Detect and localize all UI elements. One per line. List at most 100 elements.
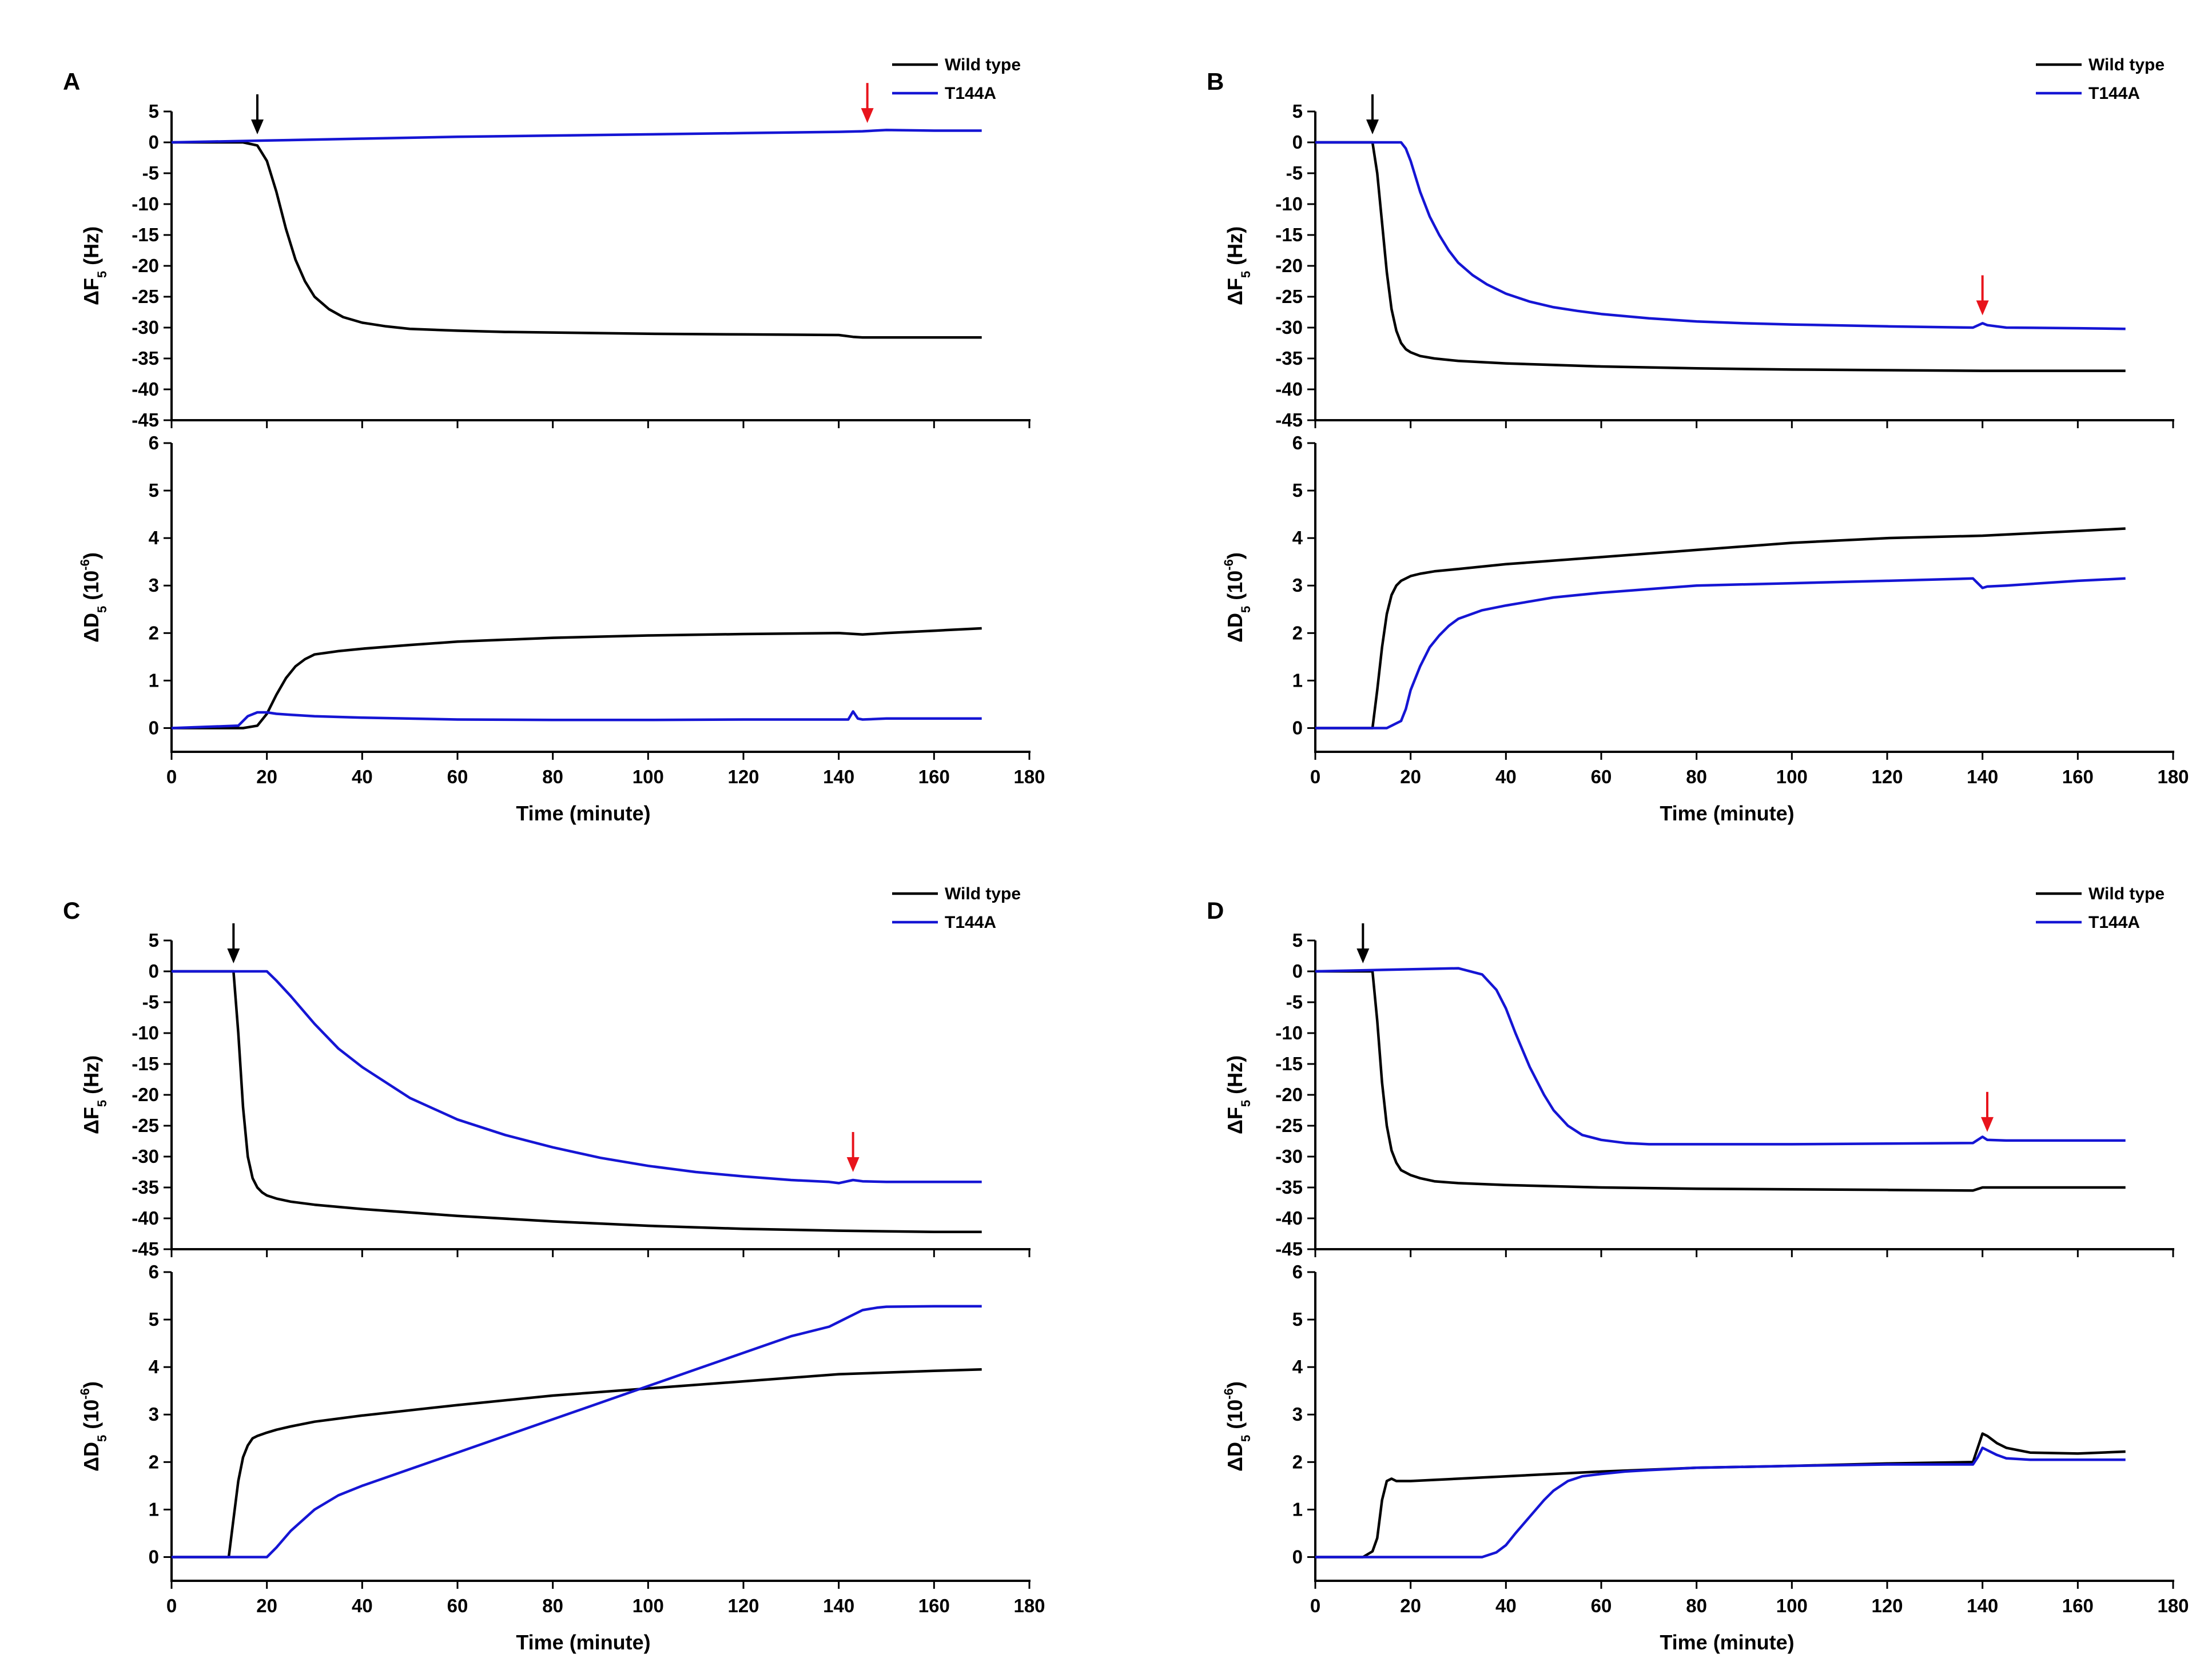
x-tick-label: 100 <box>632 766 664 787</box>
x-axis-title: Time (minute) <box>516 802 650 825</box>
x-tick-label: 140 <box>1967 1595 1998 1616</box>
legend: Wild type T144A <box>2036 55 2165 103</box>
bottom-y-axis-title: ΔD5 (10-6) <box>78 552 109 643</box>
legend: Wild type T144A <box>2036 884 2165 932</box>
top-y-tick-label: -10 <box>132 1022 159 1043</box>
legend: Wild type T144A <box>892 55 1021 103</box>
bottom-y-tick-label: 4 <box>149 1356 160 1377</box>
panel-a: A 5 0 -5 -10 -15 -20 -25 -30 -35 -40 -45 ΔF5 (Hz) 6 5 4… <box>63 55 1045 825</box>
top-y-tick-label: -45 <box>1275 1238 1303 1260</box>
x-tick-label: 60 <box>447 766 468 787</box>
x-axis-title: Time (minute) <box>1660 802 1794 825</box>
top-y-axis-title: ΔF5 (Hz) <box>79 1055 109 1134</box>
panel-b: B 5 0 -5 -10 -15 -20 -25 -30 -35 -40 -45 ΔF5 (Hz) 6 5 4… <box>1207 55 2189 825</box>
x-tick-label: 160 <box>918 766 950 787</box>
top-y-axis-title: ΔF5 (Hz) <box>1223 226 1253 305</box>
bottom-y-tick-label: 6 <box>149 432 159 453</box>
legend-label-0: Wild type <box>945 884 1021 903</box>
bottom-y-tick-label: 1 <box>1292 1498 1303 1520</box>
top-y-tick-label: -15 <box>1275 224 1303 245</box>
top-series-t144a <box>1315 967 2126 1146</box>
top-y-tick-label: -25 <box>1275 1115 1303 1136</box>
top-y-tick-label: -35 <box>132 348 159 369</box>
top-y-tick-label: -45 <box>132 1238 159 1260</box>
top-y-tick-label: -25 <box>132 286 159 307</box>
x-tick-label: 20 <box>1400 766 1421 787</box>
top-y-tick-label: 0 <box>1292 131 1303 153</box>
top-series-wild-type <box>172 141 982 339</box>
top-y-tick-label: 0 <box>149 960 159 982</box>
bottom-y-tick-label: 6 <box>149 1261 159 1282</box>
x-tick-label: 100 <box>1776 766 1808 787</box>
top-y-tick-label: -45 <box>132 409 159 431</box>
top-y-tick-label: -10 <box>132 193 159 214</box>
top-y-axis-title: ΔF5 (Hz) <box>79 226 109 305</box>
x-tick-label: 60 <box>447 1595 468 1616</box>
x-tick-label: 0 <box>1310 766 1320 787</box>
bottom-y-tick-label: 3 <box>149 575 159 596</box>
top-y-tick-label: -20 <box>132 255 159 276</box>
bottom-y-tick-label: 3 <box>149 1404 159 1425</box>
top-y-tick-label: -15 <box>132 1053 159 1074</box>
bottom-y-tick-label: 3 <box>1292 575 1303 596</box>
legend-label-1: T144A <box>2088 913 2140 932</box>
x-tick-label: 20 <box>256 1595 277 1616</box>
top-y-tick-label: -35 <box>1275 348 1303 369</box>
bottom-series-t144a <box>172 1305 982 1559</box>
x-tick-label: 120 <box>1871 1595 1903 1616</box>
red-arrow-head <box>861 108 874 123</box>
top-y-tick-label: -15 <box>1275 1053 1303 1074</box>
black-arrow-head <box>227 948 240 963</box>
panel-letter: A <box>63 68 80 95</box>
x-tick-label: 40 <box>1495 766 1517 787</box>
bottom-y-tick-label: 5 <box>1292 480 1303 501</box>
x-axis-title: Time (minute) <box>1660 1631 1794 1654</box>
x-tick-label: 140 <box>1967 766 1998 787</box>
bottom-y-tick-label: 5 <box>149 1309 159 1330</box>
bottom-series-wild-type <box>172 1368 982 1559</box>
bottom-y-tick-label: 2 <box>1292 622 1303 643</box>
panel-letter: D <box>1207 897 1224 924</box>
panel-c: C 5 0 -5 -10 -15 -20 -25 -30 -35 -40 -45 ΔF5 (Hz) 6 5 4… <box>63 884 1045 1654</box>
top-y-tick-label: -35 <box>132 1177 159 1198</box>
legend-label-0: Wild type <box>945 55 1021 74</box>
x-tick-label: 0 <box>166 766 177 787</box>
bottom-y-axis-title: ΔD5 (10-6) <box>1222 552 1253 643</box>
top-y-tick-label: -5 <box>142 162 159 184</box>
top-y-tick-label: 0 <box>149 131 159 153</box>
bottom-y-tick-label: 0 <box>149 717 159 738</box>
legend-label-1: T144A <box>945 84 996 103</box>
top-series-wild-type <box>1315 970 2126 1192</box>
top-y-tick-label: -15 <box>132 224 159 245</box>
black-arrow-head <box>1356 948 1370 963</box>
x-tick-label: 140 <box>823 1595 854 1616</box>
x-tick-label: 180 <box>1013 766 1045 787</box>
black-arrow-head <box>251 119 264 134</box>
bottom-y-axis-title: ΔD5 (10-6) <box>1222 1381 1253 1472</box>
top-y-tick-label: -20 <box>1275 1084 1303 1105</box>
x-tick-label: 80 <box>542 1595 563 1616</box>
top-y-axis-title: ΔF5 (Hz) <box>1223 1055 1253 1134</box>
panel-letter: C <box>63 897 80 924</box>
top-series-wild-type <box>172 970 982 1234</box>
bottom-y-tick-label: 1 <box>149 1498 159 1520</box>
top-y-tick-label: 5 <box>149 101 159 122</box>
bottom-series-wild-type <box>172 627 982 730</box>
top-y-tick-label: -20 <box>132 1084 159 1105</box>
bottom-y-tick-label: 5 <box>1292 1309 1303 1330</box>
top-y-tick-label: -5 <box>1286 162 1303 184</box>
top-y-tick-label: -45 <box>1275 409 1303 431</box>
top-series-t144a <box>1315 141 2126 330</box>
x-tick-label: 40 <box>1495 1595 1517 1616</box>
top-y-tick-label: -40 <box>132 1207 159 1229</box>
top-y-tick-label: -10 <box>1275 193 1303 214</box>
bottom-y-tick-label: 6 <box>1292 432 1303 453</box>
top-y-tick-label: -40 <box>1275 1207 1303 1229</box>
top-y-tick-label: -10 <box>1275 1022 1303 1043</box>
x-tick-label: 160 <box>918 1595 950 1616</box>
legend-label-1: T144A <box>2088 84 2140 103</box>
top-y-tick-label: 5 <box>149 930 159 951</box>
x-tick-label: 60 <box>1591 1595 1612 1616</box>
x-tick-label: 0 <box>166 1595 177 1616</box>
